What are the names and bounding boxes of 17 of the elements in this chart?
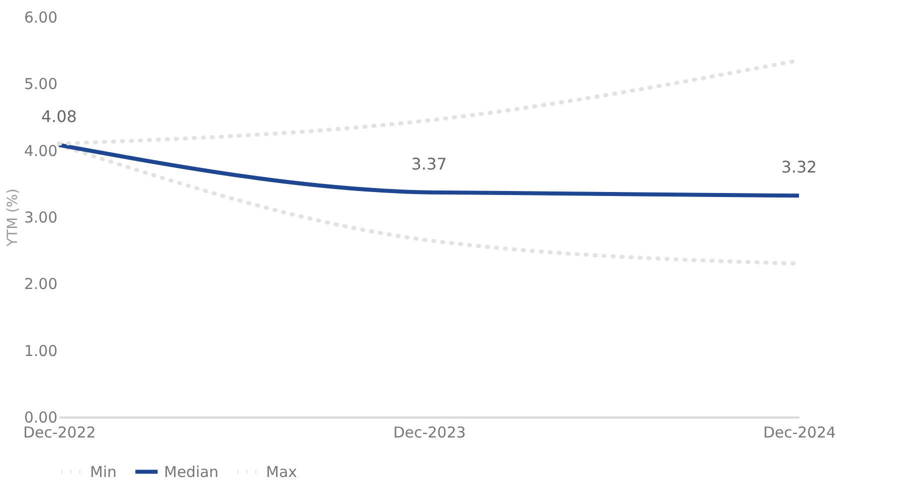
data-label: 4.08	[41, 107, 77, 126]
legend-label: Min	[90, 462, 117, 481]
y-tick-label: 5.00	[24, 75, 58, 94]
y-tick-label: 1.00	[24, 342, 58, 360]
y-tick-label: 3.00	[24, 208, 58, 226]
data-label: 3.37	[411, 154, 447, 174]
data-label: 3.32	[781, 158, 817, 177]
x-tick-label: Dec-2023	[393, 424, 466, 442]
x-tick-label: Dec-2022	[23, 424, 96, 442]
y-axis-title: YTM (%)	[5, 188, 22, 248]
y-tick-label: 0.00	[24, 408, 58, 426]
y-tick-label: 2.00	[24, 275, 58, 294]
y-tick-label: 4.00	[24, 142, 58, 160]
y-tick-label: 6.00	[24, 8, 58, 26]
x-tick-label: Dec-2024	[763, 424, 836, 442]
legend-label: Max	[266, 462, 298, 481]
legend-label: Median	[164, 462, 219, 481]
